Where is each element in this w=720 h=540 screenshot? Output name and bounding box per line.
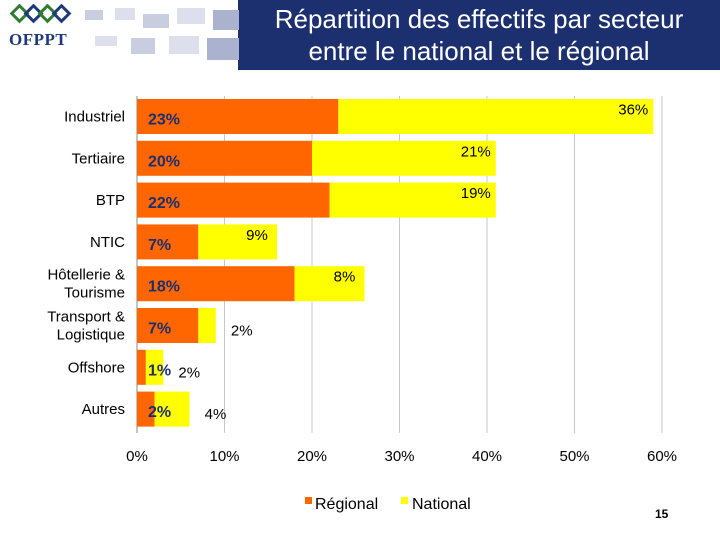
bar-regional — [137, 349, 146, 385]
category-label: Hôtellerie & Tourisme — [47, 267, 125, 302]
bar-regional — [137, 308, 199, 343]
legend-label-regional: Régional — [315, 496, 378, 513]
data-label-regional: 7% — [148, 321, 171, 338]
x-tick-label: 50% — [559, 448, 589, 465]
bar-regional — [137, 266, 295, 302]
page-number: 15 — [655, 507, 669, 521]
bar-regional — [137, 224, 199, 260]
x-tick-label: 30% — [384, 448, 414, 465]
title-line-2: entre le national et le régional — [308, 36, 650, 66]
bar-national — [294, 266, 365, 302]
category-label: Autres — [82, 401, 125, 418]
category-label: Transport & Logistique — [47, 309, 125, 344]
title-band — [238, 0, 720, 70]
data-label-national: 4% — [205, 406, 227, 423]
title-line-1: Répartition des effectifs par secteur — [274, 4, 684, 34]
data-label-national: 2% — [231, 323, 253, 340]
bar-national — [198, 308, 216, 343]
x-tick-label: 20% — [297, 448, 327, 465]
bar-national — [198, 224, 277, 260]
bar-national — [145, 349, 164, 385]
bar-national — [329, 182, 496, 218]
data-label-national: 36% — [618, 102, 648, 119]
data-label-regional: 1% — [148, 362, 171, 379]
category-label: Industriel — [64, 109, 125, 126]
x-tick-label: 40% — [472, 448, 502, 465]
category-label: Offshore — [68, 359, 125, 376]
legend-swatch-national — [401, 497, 408, 504]
chart-title: Répartition des effectifs par secteur en… — [238, 3, 720, 67]
data-label-national: 9% — [246, 227, 268, 244]
data-label-national: 8% — [334, 269, 356, 286]
category-label: BTP — [96, 192, 125, 209]
x-tick-label: 60% — [647, 448, 677, 465]
data-label-national: 19% — [461, 185, 491, 202]
bar-regional — [137, 182, 330, 218]
bar-regional — [137, 99, 339, 134]
bar-regional — [137, 140, 312, 176]
header: OFPPT Répartition des effectifs par sect… — [0, 0, 720, 78]
logo-text: OFPPT — [9, 30, 68, 49]
x-tick-label: 10% — [209, 448, 239, 465]
data-label-national: 2% — [178, 364, 200, 381]
bar-national — [338, 99, 654, 134]
legend-label-national: National — [412, 496, 471, 513]
data-label-regional: 2% — [148, 404, 171, 421]
bar-regional — [137, 391, 155, 427]
bar-national — [154, 391, 190, 427]
bar-national — [312, 140, 496, 176]
legend-swatch-regional — [305, 497, 312, 504]
data-label-regional: 22% — [148, 195, 180, 212]
x-tick-label: 0% — [126, 448, 148, 465]
category-label: Tertiaire — [72, 150, 125, 167]
decorative-squares — [85, 8, 239, 60]
data-label-regional: 7% — [148, 237, 171, 254]
category-label: NTIC — [90, 234, 125, 251]
data-label-regional: 18% — [148, 279, 180, 296]
data-label-national: 21% — [461, 143, 491, 160]
data-label-regional: 23% — [148, 112, 180, 129]
data-label-regional: 20% — [148, 153, 180, 170]
ofppt-logo — [9, 4, 72, 24]
